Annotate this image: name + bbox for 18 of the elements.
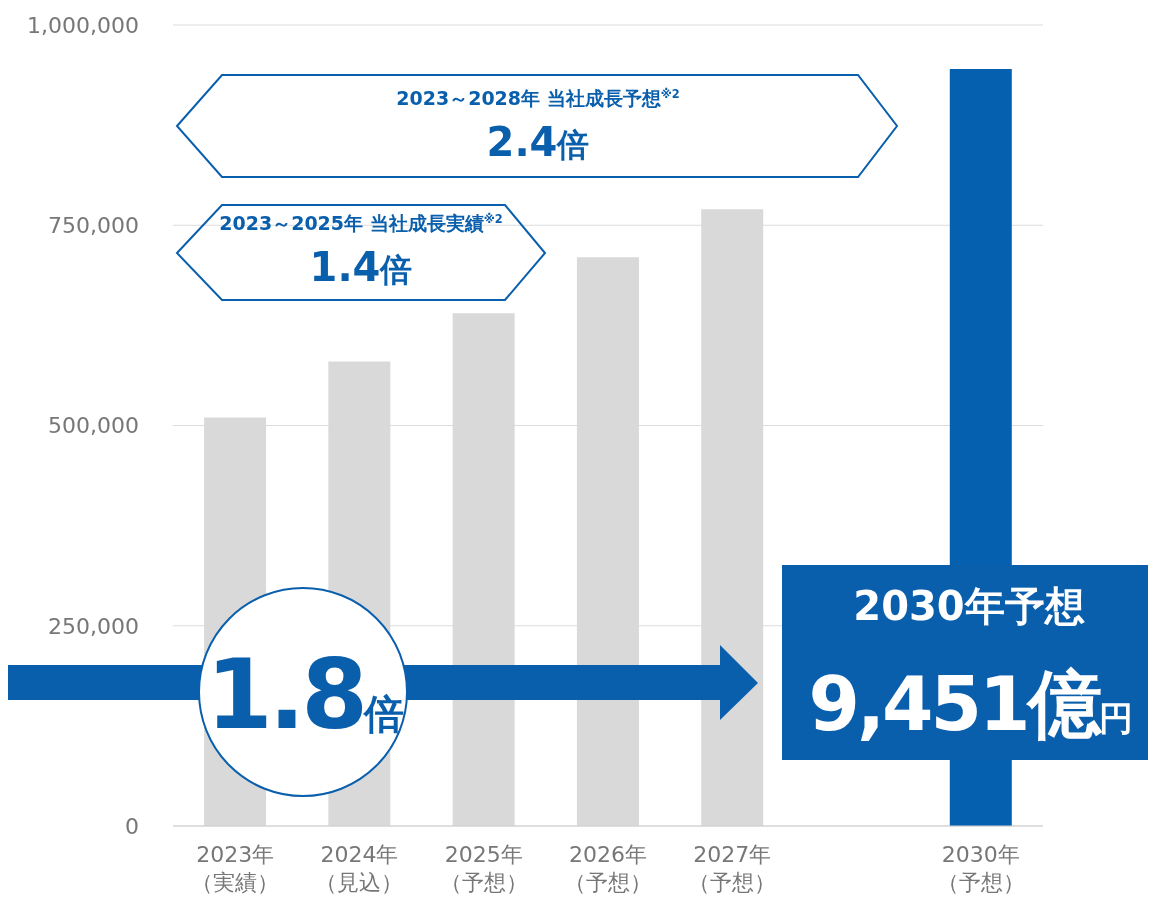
annotation: 9,451億円 [808,661,1130,747]
annotation: 2023～2028年 当社成長予想$^{※2}$ [396,87,680,109]
y-tick-label: 250,000 [48,613,139,639]
y-tick-label: 1,000,000 [27,12,139,38]
annotation: 2023～2025年 当社成長実績$^{※2}$ [219,212,503,234]
x-tick-label: 2023年（実績） [191,842,280,895]
annotation: 2.4倍 [486,119,590,165]
x-tick-label: 2027年（予想） [688,842,777,895]
x-tick-label: 2024年（見込） [315,842,404,895]
y-tick-label: 500,000 [48,413,139,439]
annotation: 2030年予想 [853,583,1085,629]
x-tick-label: 2026年（予想） [564,842,652,895]
x-tick-label: 2025年（予想） [439,842,528,895]
x-tick-label: 2030年（予想） [936,842,1025,895]
y-tick-label: 0 [125,813,139,839]
y-tick-label: 750,000 [48,213,139,239]
annotation: 1.4倍 [309,244,413,290]
annotation: 1.8倍 [205,639,405,751]
